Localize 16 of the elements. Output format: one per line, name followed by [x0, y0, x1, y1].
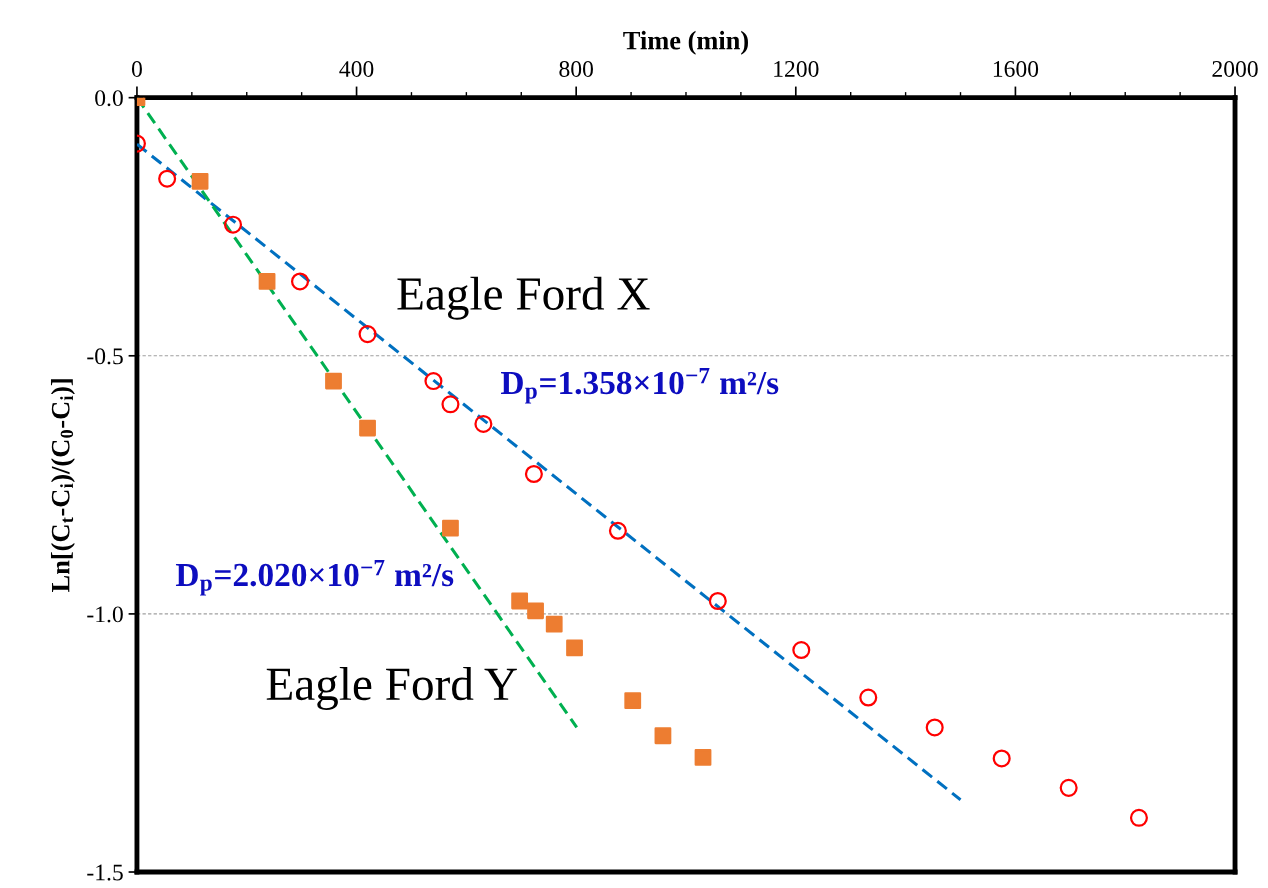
text: Ln[(C$_{t}$-C$_{i}$)/(C$_{0}$-C$_{i}$)]: [50, 379, 75, 592]
x-tick-label: 400: [339, 60, 374, 77]
annotation: Eagle Ford Y: [266, 667, 517, 710]
y-tick-label: -1.0: [87, 606, 123, 623]
x-tick-label: 800: [559, 60, 593, 77]
x-tick-label: 1600: [993, 60, 1039, 77]
annotation: D$_{p}$=1.358×10$^{−7}$ m²/s: [501, 367, 779, 404]
annotation: D$_{p}$=2.020×10$^{−7}$ m²/s: [175, 559, 454, 596]
x-tick-label: 0: [131, 60, 142, 77]
y-tick-label: -1.5: [87, 864, 123, 881]
x-tick-label: 2000: [1212, 60, 1258, 77]
x-tick-label: 1200: [774, 60, 819, 77]
annotation: Eagle Ford X: [397, 276, 650, 320]
x-axis-title: Time (min): [623, 30, 748, 55]
y-tick-label: -0.5: [87, 348, 123, 365]
y-tick-label: 0.0: [95, 90, 123, 107]
